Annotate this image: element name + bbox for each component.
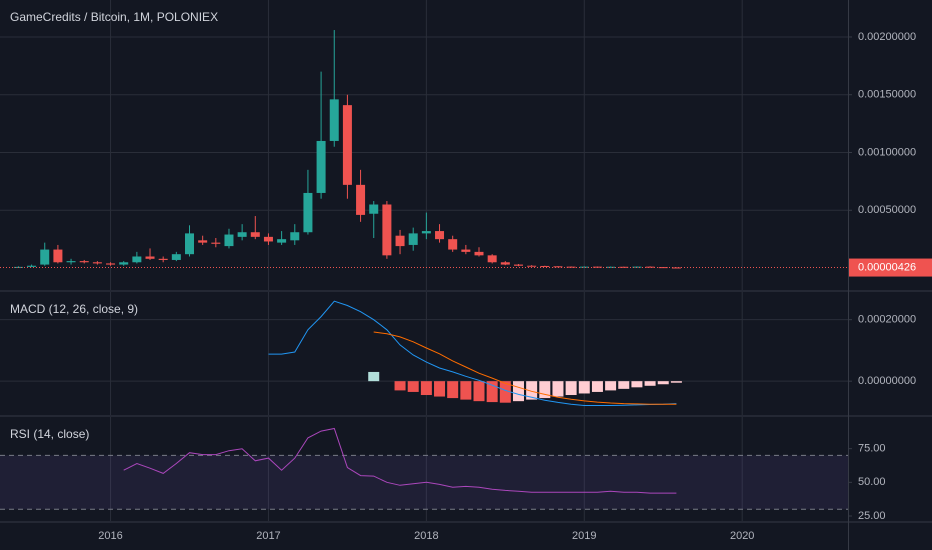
candle-body [316,140,326,193]
histogram-bar [407,381,419,392]
histogram-bar [644,381,656,386]
y-tick-label: 25.00 [858,510,886,522]
candle-body [92,262,102,264]
histogram-bar [473,381,485,402]
candle-body [619,266,629,268]
y-tick-label: 0.00150000 [858,89,916,101]
histogram-bar [512,381,524,402]
candle-body [645,266,655,268]
candle-body [671,267,681,269]
pane-title: MACD (12, 26, close, 9) [10,302,138,316]
candle-body [435,231,445,240]
candle-body [369,204,379,214]
candle-body [290,232,300,241]
histogram-bar [460,381,472,400]
candle-body [171,254,181,260]
x-tick-label: 2020 [730,530,754,542]
candle-body [119,262,129,265]
candle-body [224,234,234,247]
candle-body [158,258,168,260]
histogram-bar [670,381,682,383]
candle-body [382,204,392,256]
candle-body [27,265,37,267]
candle-body [66,261,76,263]
candle-body [329,99,339,141]
candle-body [106,263,116,265]
candle-body [145,256,155,259]
y-tick-label: 50.00 [858,476,886,488]
candle-body [421,231,431,234]
candle-body [53,249,63,263]
y-tick-label: 0.00000000 [858,375,916,387]
candle-body [250,232,260,237]
macd-line [268,300,677,406]
histogram-bar [539,381,551,399]
histogram-bar [578,381,590,394]
histogram-bar [605,381,617,391]
candle-body [342,105,352,185]
x-tick-label: 2017 [256,530,280,542]
candle-body [553,266,563,268]
histogram-bar [657,381,669,385]
candle-body [527,265,537,267]
candle-body [461,249,471,252]
last-price-label: 0.00000426 [858,261,916,273]
rsi-line [123,427,677,494]
x-tick-label: 2018 [414,530,438,542]
candle-body [237,232,247,237]
histogram-bar [526,381,538,400]
histogram-bar [368,371,380,382]
candle-body [513,264,523,266]
macd-line [373,331,677,405]
candle-body [448,239,458,250]
y-tick-label: 0.00050000 [858,204,916,216]
histogram-bar [447,381,459,399]
histogram-bar [631,381,643,388]
histogram-bar [486,381,498,403]
x-tick-label: 2019 [572,530,596,542]
candle-body [79,261,89,263]
candle-body [40,249,50,265]
candle-body [211,242,221,244]
candle-body [303,192,313,233]
candle-body [184,233,194,255]
candle-body [474,251,484,256]
candle-body [395,235,405,247]
candle-body [198,240,208,243]
candle-body [540,265,550,267]
pane-title: RSI (14, close) [10,427,89,441]
candle-body [487,255,497,263]
candle-body [606,266,616,268]
histogram-bar [394,381,406,391]
histogram-bar [434,381,446,397]
y-tick-label: 0.00020000 [858,314,916,326]
histogram-bar [618,381,630,389]
last-price-tag [849,258,932,277]
candle-body [132,256,142,263]
y-tick-label: 0.00100000 [858,146,916,158]
candle-body [408,233,418,245]
candle-body [277,239,287,243]
pane-title: GameCredits / Bitcoin, 1M, POLONIEX [10,10,218,24]
histogram-bar [420,381,432,396]
candle-body [263,236,273,242]
histogram-bar [591,381,603,392]
y-tick-label: 75.00 [858,443,886,455]
candle-body [356,184,366,215]
histogram-bar [499,381,511,403]
candle-body [500,262,510,265]
y-tick-label: 0.00200000 [858,31,916,43]
histogram-bar [565,381,577,396]
x-tick-label: 2016 [98,530,122,542]
candle-body [579,266,589,268]
candle-body [566,266,576,268]
histogram-bar [552,381,564,397]
